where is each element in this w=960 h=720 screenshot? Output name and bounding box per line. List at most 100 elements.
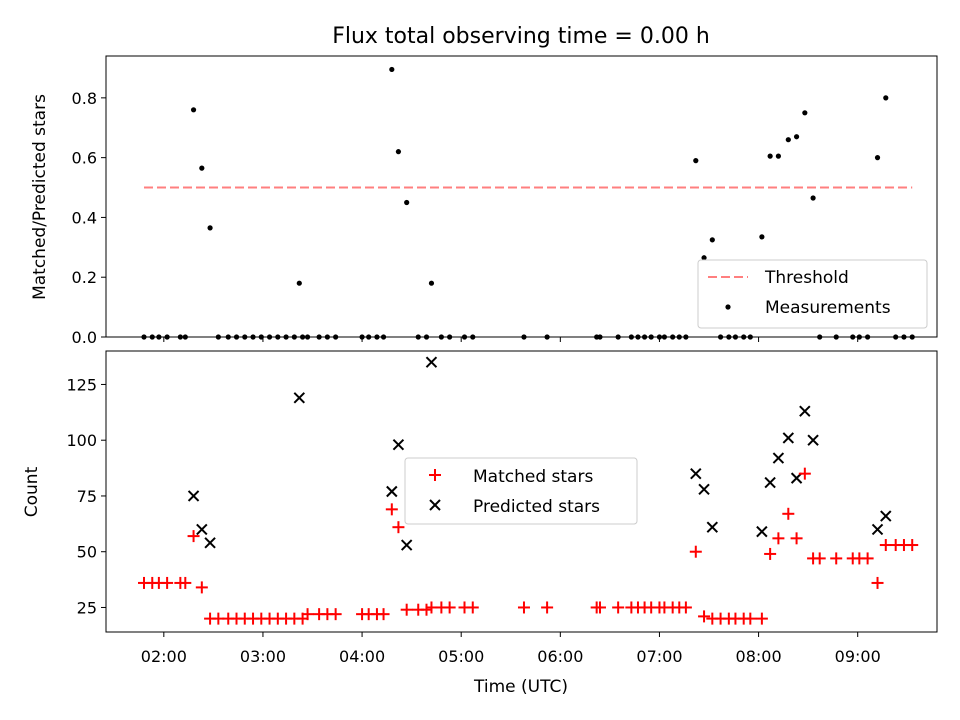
measurement-point bbox=[182, 334, 188, 340]
measurement-point bbox=[258, 334, 264, 340]
measurement-point bbox=[304, 334, 311, 340]
measurement-point bbox=[380, 334, 387, 340]
matched-star-point bbox=[744, 612, 757, 625]
measurement-point bbox=[883, 95, 889, 101]
measurement-point bbox=[597, 334, 603, 340]
top-panel: Flux total observing time = 0.00 h 0.00.… bbox=[30, 24, 938, 347]
measurement-point bbox=[141, 334, 147, 340]
matched-star-point bbox=[466, 601, 479, 614]
predicted-star-point bbox=[790, 472, 803, 484]
measurement-point bbox=[242, 334, 248, 340]
measurement-point bbox=[316, 334, 322, 340]
legend-predicted-swatch bbox=[429, 499, 441, 511]
matched-star-point bbox=[541, 601, 554, 614]
predicted-star-point bbox=[204, 537, 216, 549]
predicted-star-point bbox=[386, 485, 398, 498]
measurement-point bbox=[177, 334, 183, 340]
matched-star-point bbox=[906, 539, 919, 552]
x-tick-label: 08:00 bbox=[736, 647, 782, 666]
measurement-point bbox=[635, 334, 641, 340]
bottom-panel: 25 50 75 100 125 02:00 03:00 04:00 05:00 06:00 07… bbox=[22, 350, 938, 697]
measurement-point bbox=[656, 334, 663, 340]
measurement-point bbox=[296, 280, 302, 286]
measurement-point bbox=[299, 334, 306, 340]
legend-threshold-label: Threshold bbox=[764, 268, 849, 288]
top-y-tick-label: 0.4 bbox=[72, 208, 97, 227]
measurement-point bbox=[366, 334, 372, 340]
measurement-point bbox=[190, 107, 197, 113]
measurement-point bbox=[893, 334, 899, 340]
matched-star-point bbox=[161, 576, 174, 589]
measurement-point bbox=[683, 334, 689, 340]
x-axis-label: Time (UTC) bbox=[473, 677, 568, 697]
measurement-point bbox=[461, 334, 468, 340]
measurement-point bbox=[164, 334, 170, 340]
matched-star-point bbox=[517, 601, 530, 614]
matched-stars-points bbox=[137, 467, 919, 625]
measurement-point bbox=[901, 334, 907, 340]
measurement-point bbox=[732, 334, 739, 340]
measurement-point bbox=[374, 334, 380, 340]
measurement-point bbox=[324, 334, 330, 340]
predicted-star-point bbox=[425, 356, 438, 368]
matched-star-point bbox=[764, 547, 777, 560]
x-tick-label: 09:00 bbox=[835, 647, 881, 666]
top-y-tick-label: 0.2 bbox=[72, 268, 97, 287]
measurement-point bbox=[291, 334, 297, 340]
matched-star-point bbox=[679, 601, 692, 614]
measurement-point bbox=[802, 110, 808, 116]
top-y-axis-label: Matched/Predicted stars bbox=[30, 94, 50, 300]
x-tick-label: 05:00 bbox=[438, 647, 484, 666]
measurement-point bbox=[775, 153, 781, 159]
measurement-point bbox=[874, 155, 881, 161]
predicted-star-point bbox=[880, 510, 892, 522]
x-tick-label: 03:00 bbox=[240, 647, 286, 666]
bottom-y-tick-label: 25 bbox=[77, 598, 97, 617]
measurement-point bbox=[693, 158, 699, 164]
measurement-point bbox=[759, 234, 765, 240]
measurement-point bbox=[767, 153, 773, 159]
measurement-point bbox=[428, 280, 435, 286]
measurement-point bbox=[833, 334, 839, 340]
measurement-point bbox=[701, 255, 707, 261]
measurement-point bbox=[470, 334, 476, 340]
measurement-point bbox=[333, 334, 339, 340]
bottom-plot-frame bbox=[105, 350, 938, 633]
matched-star-point bbox=[400, 603, 413, 616]
measurement-point bbox=[404, 199, 410, 206]
matched-star-point bbox=[782, 507, 795, 520]
top-title: Flux total observing time = 0.00 h bbox=[332, 24, 710, 49]
measurement-point bbox=[648, 334, 654, 340]
predicted-star-point bbox=[196, 523, 208, 536]
matched-star-point bbox=[385, 503, 398, 516]
measurement-point bbox=[395, 149, 402, 155]
measurement-point bbox=[199, 165, 205, 171]
measurement-point bbox=[283, 334, 289, 340]
measurement-point bbox=[207, 225, 213, 231]
predicted-star-point bbox=[400, 539, 413, 551]
matched-star-point bbox=[689, 545, 702, 558]
legend-measurement-swatch bbox=[725, 304, 731, 310]
predicted-star-point bbox=[293, 392, 306, 404]
measurement-point bbox=[661, 334, 668, 340]
legend-matched-label: Matched stars bbox=[473, 467, 593, 487]
measurement-point bbox=[741, 334, 747, 340]
matched-star-point bbox=[443, 601, 456, 614]
bottom-y-tick-label: 75 bbox=[77, 487, 97, 506]
predicted-star-point bbox=[690, 467, 702, 480]
matched-star-point bbox=[698, 610, 711, 623]
bottom-y-axis-label: Count bbox=[22, 466, 42, 517]
predicted-star-point bbox=[764, 476, 776, 489]
top-y-tick-label: 0.8 bbox=[72, 89, 97, 108]
measurement-point bbox=[544, 334, 550, 340]
legend-measurement-label: Measurements bbox=[765, 298, 891, 318]
predicted-star-point bbox=[782, 432, 795, 444]
predicted-star-point bbox=[187, 490, 200, 502]
predicted-star-point bbox=[871, 523, 884, 536]
measurement-point bbox=[676, 334, 682, 340]
measurement-point bbox=[233, 334, 240, 340]
matched-star-point bbox=[392, 521, 405, 534]
measurement-point bbox=[447, 334, 453, 340]
measurement-point bbox=[850, 334, 856, 340]
